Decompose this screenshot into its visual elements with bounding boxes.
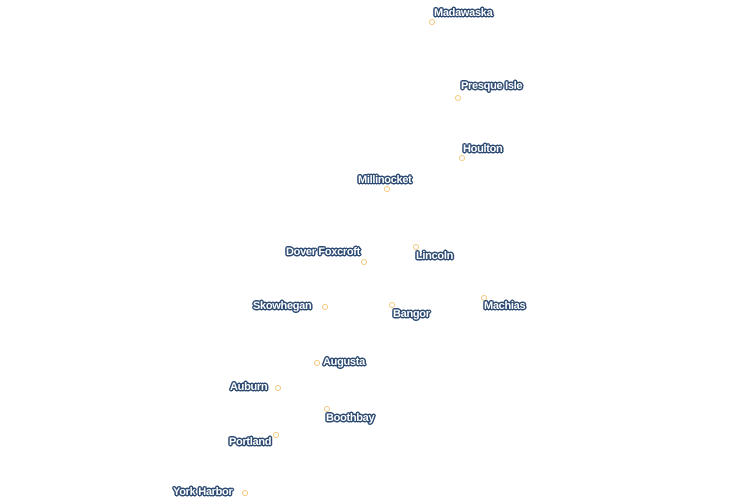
city-label: Madawaska — [434, 7, 493, 19]
city-label: Boothbay — [326, 412, 375, 424]
city-label: Houlton — [463, 143, 503, 155]
city-marker — [429, 19, 435, 25]
city-marker — [314, 360, 320, 366]
city-marker — [324, 406, 330, 412]
city-label: Dover Foxcroft — [286, 246, 361, 258]
city-marker — [455, 95, 461, 101]
city-marker — [361, 259, 367, 265]
city-label: Augusta — [323, 356, 365, 368]
city-marker — [273, 432, 279, 438]
city-marker — [459, 155, 465, 161]
city-marker — [389, 302, 395, 308]
city-label: Machias — [484, 300, 526, 312]
city-marker — [384, 186, 390, 192]
city-marker — [275, 385, 281, 391]
city-label: York Harbor — [173, 486, 233, 498]
city-label: Skowhegan — [253, 300, 312, 312]
city-label: Auburn — [230, 381, 268, 393]
city-label: Lincoln — [416, 250, 454, 262]
city-label: Bangor — [393, 308, 430, 320]
city-marker — [413, 244, 419, 250]
city-label: Portland — [229, 436, 272, 448]
city-marker — [481, 295, 487, 301]
city-label: Presque Isle — [461, 80, 523, 92]
city-marker — [242, 490, 248, 496]
city-label: Millinocket — [358, 174, 412, 186]
city-marker — [322, 304, 328, 310]
